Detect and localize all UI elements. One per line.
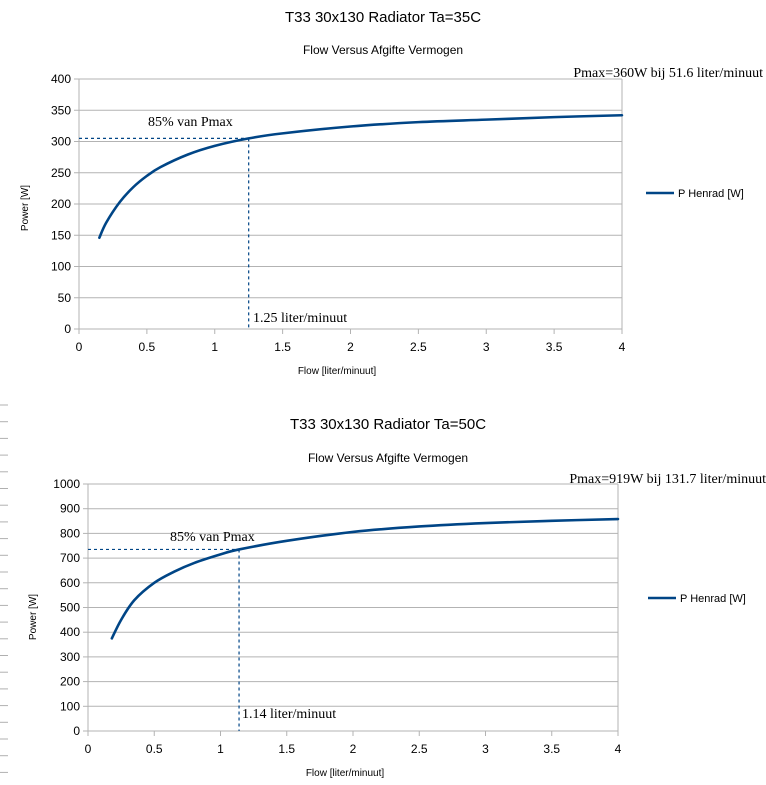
y-tick-label: 1000 [53,477,80,491]
y-tick-label: 300 [60,650,80,664]
x-tick-label: 0.5 [146,742,163,756]
y-tick-label: 150 [51,228,71,242]
x-tick-label: 1 [211,340,218,354]
legend-label: P Henrad [W] [680,593,746,605]
y-tick-label: 700 [60,551,80,565]
y-tick-labels: 0 100 200 300 400 500 600 700 800 900 1000 [53,477,80,738]
legend: P Henrad [W] [648,593,746,605]
chart-title: T33 30x130 Radiator Ta=50C [290,416,486,433]
y-tick-label: 800 [60,526,80,540]
x-tick-label: 3 [482,742,489,756]
series-lines [98,113,624,240]
x-tick-label: 1 [217,742,224,756]
chart-ta50: T33 30x130 Radiator Ta=50C Flow Versus A… [28,416,766,779]
y-tick-label: 500 [60,601,80,615]
x-tick-label: 2 [350,742,357,756]
legend-label: P Henrad [W] [678,188,744,200]
legend: P Henrad [W] [646,188,744,200]
series-lines [110,517,620,640]
y-tick-label: 600 [60,576,80,590]
x-axis-line [87,484,619,736]
x-tick-label: 2.5 [411,742,428,756]
x-tick-label: 1.5 [278,742,295,756]
y-tick-label: 200 [60,675,80,689]
pmax-annotation: Pmax=919W bij 131.7 liter/minuut [569,472,766,487]
x-axis-line [78,79,623,334]
y-tick-labels: 0 50 100 150 200 250 300 350 400 [51,72,71,336]
y-tick-label: 100 [51,260,71,274]
y-tick-label: 0 [73,724,80,738]
y-tick-label: 200 [51,197,71,211]
chart-ta35: T33 30x130 Radiator Ta=35C Flow Versus A… [20,9,763,377]
x-tick-labels: 0 0.5 1 1.5 2 2.5 3 3.5 4 [85,742,622,756]
x-tick-label: 3.5 [546,340,563,354]
series-line [98,113,624,240]
chart-subtitle: Flow Versus Afgifte Vermogen [303,43,463,57]
x-axis-label: Flow [liter/minuut] [298,366,377,377]
x-tick-label: 4 [619,340,626,354]
y-gridlines [74,78,622,330]
y-tick-label: 900 [60,502,80,516]
pct-annotation: 85% van Pmax [170,530,255,545]
chart-subtitle: Flow Versus Afgifte Vermogen [308,451,468,465]
y-tick-label: 100 [60,699,80,713]
x-tick-label: 2.5 [410,340,427,354]
y-axis-label: Power [W] [20,185,31,231]
series-line [110,517,620,640]
pct-annotation: 85% van Pmax [148,115,233,130]
flow-annotation: 1.25 liter/minuut [253,311,347,326]
x-tick-label: 3 [483,340,490,354]
flow-annotation: 1.14 liter/minuut [242,707,336,722]
x-tick-label: 0 [85,742,92,756]
x-tick-label: 2 [347,340,354,354]
margin-dashes [0,404,8,773]
x-tick-label: 1.5 [274,340,291,354]
pmax-annotation: Pmax=360W bij 51.6 liter/minuut [573,66,763,81]
y-tick-label: 250 [51,166,71,180]
y-tick-label: 300 [51,135,71,149]
reference-lines [88,548,240,731]
x-axis-label: Flow [liter/minuut] [306,768,385,779]
x-tick-label: 4 [615,742,622,756]
y-tick-label: 400 [60,625,80,639]
x-tick-label: 0 [76,340,83,354]
x-tick-labels: 0 0.5 1 1.5 2 2.5 3 3.5 4 [76,340,626,354]
y-tick-label: 0 [64,322,71,336]
x-tick-label: 3.5 [543,742,560,756]
y-axis-label: Power [W] [28,594,39,640]
y-tick-label: 400 [51,72,71,86]
reference-lines [79,137,250,329]
x-tick-label: 0.5 [139,340,156,354]
chart-title: T33 30x130 Radiator Ta=35C [285,9,481,26]
y-tick-label: 350 [51,103,71,117]
y-tick-label: 50 [58,291,72,305]
